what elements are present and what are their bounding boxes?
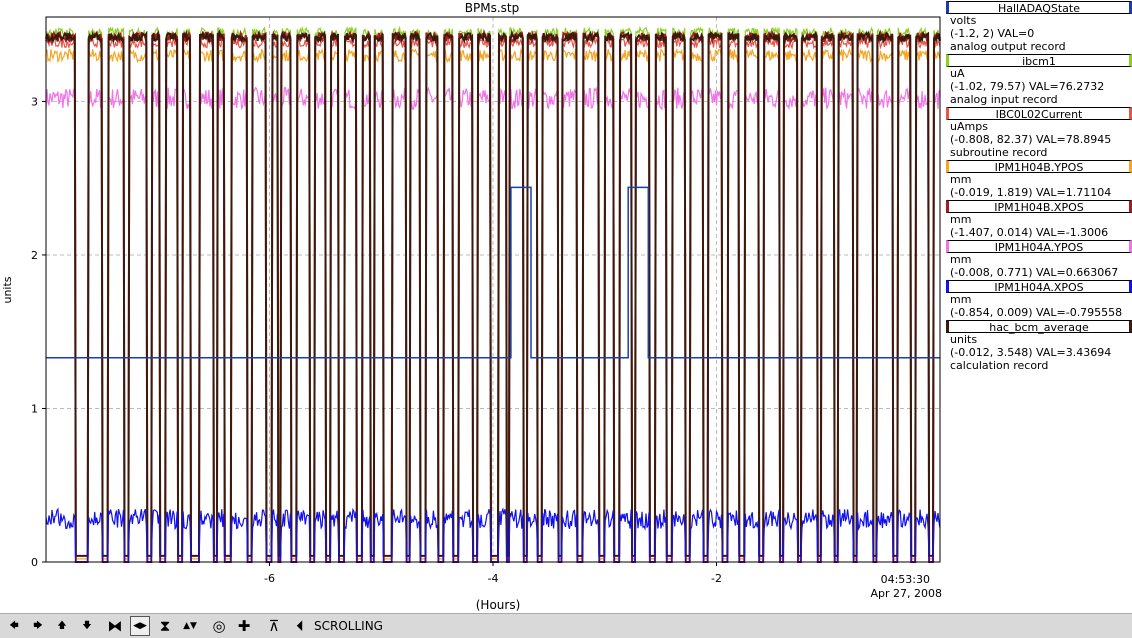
toolbar: SCROLLING 🡄 🡆 🡅 🡇 ⧓ ◀▶ ⧗ ▲▼ ◎ ✚ ⊼ ⏴ xyxy=(0,613,1132,638)
legend-range-value: (-0.019, 1.819) VAL=1.71104 xyxy=(946,186,1132,199)
legend-range: (-1.2, 2) xyxy=(950,27,995,40)
x-tick-label-1: -4 xyxy=(488,572,499,585)
zoom-out-y-button[interactable]: ▲▼ xyxy=(180,616,200,636)
x-axis: -6 -4 -2 xyxy=(264,562,722,585)
zoom-out-y-icon: ▲▼ xyxy=(183,621,197,631)
legend: HallADAQState volts (-1.2, 2) VAL=0 analog … xyxy=(946,0,1132,372)
y-axis-label: units xyxy=(1,276,14,303)
legend-entry-IPM1H04A.YPOS[interactable]: IPM1H04A.YPOS xyxy=(946,240,1132,254)
legend-value: VAL=-1.3006 xyxy=(1036,226,1109,239)
stagger-icon: ⊼ xyxy=(268,617,280,635)
legend-value: VAL=0.663067 xyxy=(1036,266,1119,279)
legend-units: uA xyxy=(950,67,965,80)
stagger-button[interactable]: ⊼ xyxy=(264,616,284,636)
x-tick-label-0: -6 xyxy=(264,572,275,585)
autoscale-icon: ◎ xyxy=(212,617,226,635)
series-line-hac_bcm_average xyxy=(45,29,941,557)
series-line-HallADAQState xyxy=(46,186,940,359)
pan-right-button[interactable]: 🡆 xyxy=(28,616,48,636)
legend-entry-IPM1H04B.YPOS[interactable]: IPM1H04B.YPOS xyxy=(946,160,1132,174)
y-axis: 0 1 2 3 xyxy=(31,95,46,569)
legend-entry-IBC0L02Current[interactable]: IBC0L02Current xyxy=(946,107,1132,121)
legend-entry-hac_bcm_average[interactable]: hac_bcm_average xyxy=(946,320,1132,334)
legend-units: units xyxy=(950,333,978,346)
pan-left-button[interactable]: 🡄 xyxy=(4,616,24,636)
legend-entry-IPM1H04A.XPOS[interactable]: IPM1H04A.XPOS xyxy=(946,280,1132,294)
legend-units: mm xyxy=(950,173,972,186)
end-time-label: 04:53:30 xyxy=(881,573,930,586)
y-tick-label-3: 3 xyxy=(31,95,38,108)
series-line-IPM1H04B.YPOS xyxy=(45,47,941,560)
zoom-in-x-icon: ⧓ xyxy=(107,617,123,635)
mode-label: SCROLLING xyxy=(314,619,383,633)
pan-down-button[interactable]: 🡇 xyxy=(77,616,97,636)
zoom-in-y-icon: ⧗ xyxy=(159,617,171,635)
legend-units: mm xyxy=(950,253,972,266)
pan-up-button[interactable]: 🡅 xyxy=(52,616,72,636)
reset-button[interactable]: ✚ xyxy=(234,616,254,636)
crosshair-icon: ✚ xyxy=(237,617,251,635)
legend-value: VAL=1.71104 xyxy=(1036,186,1112,199)
legend-record-type: analog input record xyxy=(950,93,1058,106)
arrow-right-icon: 🡆 xyxy=(33,621,43,631)
legend-units: mm xyxy=(950,293,972,306)
y-tick-label-1: 1 xyxy=(31,402,38,415)
scroll-mode-icon: ⏴ xyxy=(296,617,304,635)
zoom-in-y-button[interactable]: ⧗ xyxy=(155,616,175,636)
legend-range-value: (-0.854, 0.009) VAL=-0.795558 xyxy=(946,306,1132,319)
legend-value: VAL=78.8945 xyxy=(1036,133,1112,146)
zoom-out-x-button[interactable]: ◀▶ xyxy=(130,616,150,636)
legend-units: mm xyxy=(950,213,972,226)
y-tick-label-2: 2 xyxy=(31,249,38,262)
autoscale-button[interactable]: ◎ xyxy=(209,616,229,636)
scroll-mode-button[interactable]: ⏴ xyxy=(290,616,310,636)
chart-title: BPMs.stp xyxy=(465,1,519,15)
y-tick-label-0: 0 xyxy=(31,556,38,569)
legend-record-type: subroutine record xyxy=(950,146,1048,159)
legend-record-type: calculation record xyxy=(950,359,1049,372)
legend-range-value: (-1.2, 2) VAL=0 xyxy=(946,27,1132,40)
strip-chart[interactable]: BPMs.stp 0 1 2 3 -6 -4 -2 units (Hours) 04:53… xyxy=(0,0,946,613)
legend-record-type: analog output record xyxy=(950,40,1066,53)
legend-range: (-1.02, 79.57) xyxy=(950,80,1026,93)
legend-units: uAmps xyxy=(950,120,988,133)
legend-units: volts xyxy=(950,14,977,27)
legend-range: (-0.808, 82.37) xyxy=(950,133,1033,146)
arrow-left-icon: 🡄 xyxy=(9,621,19,631)
legend-range-value: (-1.407, 0.014) VAL=-1.3006 xyxy=(946,226,1132,239)
zoom-out-x-icon: ◀▶ xyxy=(133,621,147,631)
legend-range-value: (-1.02, 79.57) VAL=76.2732 xyxy=(946,80,1132,93)
legend-value: VAL=3.43694 xyxy=(1036,346,1112,359)
legend-range: (-0.012, 3.548) xyxy=(950,346,1033,359)
legend-entry-ibcm1[interactable]: ibcm1 xyxy=(946,54,1132,68)
legend-range: (-0.019, 1.819) xyxy=(950,186,1033,199)
legend-range: (-1.407, 0.014) xyxy=(950,226,1033,239)
legend-value: VAL=0 xyxy=(997,27,1035,40)
x-tick-label-2: -2 xyxy=(711,572,722,585)
legend-entry-HallADAQState[interactable]: HallADAQState xyxy=(946,1,1132,15)
arrow-down-icon: 🡇 xyxy=(82,621,92,631)
legend-range: (-0.008, 0.771) xyxy=(950,266,1033,279)
legend-range: (-0.854, 0.009) xyxy=(950,306,1033,319)
legend-entry-IPM1H04B.XPOS[interactable]: IPM1H04B.XPOS xyxy=(946,200,1132,214)
legend-value: VAL=76.2732 xyxy=(1029,80,1105,93)
legend-range-value: (-0.008, 0.771) VAL=0.663067 xyxy=(946,266,1132,279)
grid-lines xyxy=(46,17,940,562)
legend-range-value: (-0.012, 3.548) VAL=3.43694 xyxy=(946,346,1132,359)
legend-value: VAL=-0.795558 xyxy=(1036,306,1123,319)
arrow-up-icon: 🡅 xyxy=(57,621,67,631)
x-axis-label: (Hours) xyxy=(476,598,521,612)
legend-range-value: (-0.808, 82.37) VAL=78.8945 xyxy=(946,133,1132,146)
zoom-in-x-button[interactable]: ⧓ xyxy=(105,616,125,636)
end-date-label: Apr 27, 2008 xyxy=(870,587,942,600)
